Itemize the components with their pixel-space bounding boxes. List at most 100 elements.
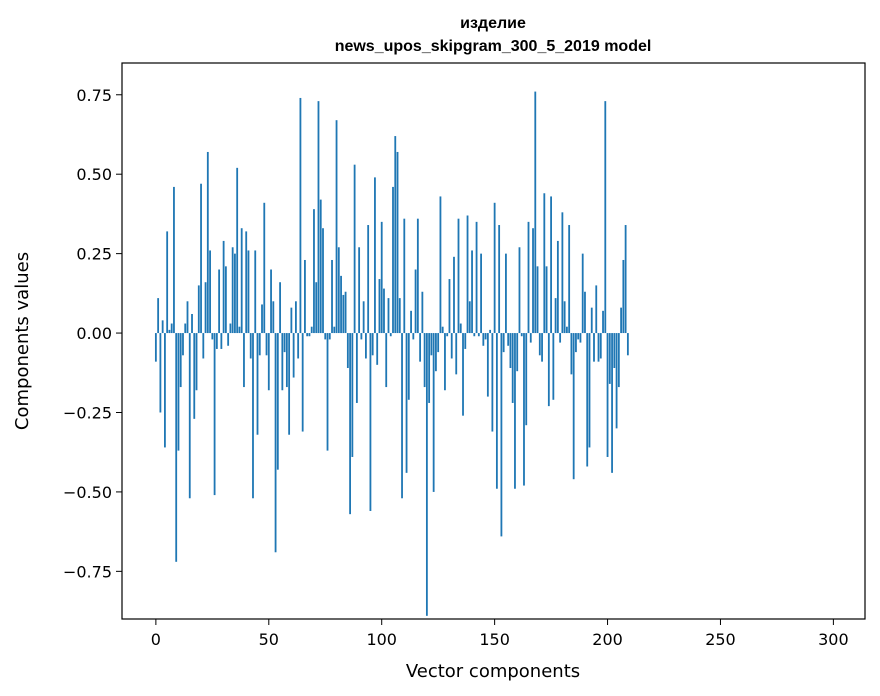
bar-205 — [617, 333, 620, 388]
bar-83 — [342, 294, 345, 334]
bar-156 — [507, 333, 510, 346]
bar-173 — [545, 266, 548, 334]
bar-63 — [297, 333, 300, 359]
bar-113 — [410, 310, 412, 334]
bar-96 — [371, 333, 374, 356]
bar-70 — [313, 209, 315, 334]
bar-102 — [385, 333, 388, 388]
bar-14 — [186, 301, 189, 334]
bar-131 — [450, 333, 453, 359]
bar-80 — [335, 120, 338, 334]
x-tick-label: 200 — [592, 630, 623, 649]
y-tick-label: −0.75 — [63, 562, 112, 581]
bar-167 — [532, 228, 534, 334]
bar-199 — [604, 101, 607, 334]
bar-118 — [421, 291, 424, 334]
bar-185 — [572, 333, 575, 480]
bar-165 — [527, 221, 530, 334]
bar-19 — [197, 285, 200, 334]
bar-186 — [575, 333, 577, 353]
bar-126 — [439, 196, 442, 334]
bar-57 — [283, 333, 286, 353]
bar-204 — [615, 333, 618, 429]
bar-66 — [304, 259, 306, 334]
bar-194 — [593, 333, 595, 362]
bar-62 — [294, 301, 297, 334]
bar-39 — [243, 333, 245, 388]
bar-87 — [351, 333, 354, 457]
bar-122 — [430, 333, 433, 356]
x-axis-ticks: 0 50 100 150 200 250 300 — [151, 619, 849, 649]
bar-160 — [516, 333, 519, 372]
bar-2 — [159, 333, 162, 413]
bar-187 — [577, 333, 580, 340]
bar-26 — [213, 333, 216, 496]
bar-68 — [308, 333, 311, 337]
bar-67 — [306, 333, 309, 337]
bar-135 — [459, 323, 462, 334]
bar-23 — [206, 151, 209, 334]
bar-182 — [565, 326, 568, 334]
bar-166 — [529, 333, 532, 343]
bar-189 — [581, 253, 584, 334]
bar-52 — [272, 301, 275, 334]
bar-107 — [396, 151, 399, 334]
bar-197 — [599, 333, 602, 359]
bar-170 — [538, 333, 541, 356]
bar-84 — [344, 291, 347, 334]
bar-192 — [588, 333, 591, 448]
bar-64 — [299, 97, 302, 334]
bar-134 — [457, 218, 460, 334]
bar-155 — [505, 253, 507, 334]
bar-42 — [249, 333, 252, 359]
bar-188 — [579, 333, 582, 343]
bar-106 — [394, 136, 397, 334]
bar-46 — [258, 333, 261, 356]
bar-27 — [215, 333, 218, 349]
bar-95 — [369, 333, 372, 511]
bar-45 — [256, 333, 259, 435]
bar-31 — [224, 266, 227, 334]
bar-121 — [428, 333, 431, 403]
bar-147 — [486, 333, 489, 397]
x-axis-label: Vector components — [406, 661, 580, 682]
bar-159 — [514, 333, 516, 489]
chart-title-line1: изделие — [460, 15, 526, 32]
bar-37 — [238, 326, 241, 334]
bar-141 — [473, 333, 476, 337]
bar-7 — [170, 323, 173, 334]
bar-77 — [328, 333, 331, 340]
bar-60 — [290, 307, 293, 334]
bar-200 — [606, 333, 609, 457]
bar-32 — [227, 333, 230, 346]
bar-114 — [412, 333, 415, 340]
y-tick-label: −0.25 — [63, 403, 112, 422]
bar-97 — [374, 177, 376, 334]
bar-93 — [365, 333, 367, 359]
bar-123 — [432, 333, 435, 492]
bar-175 — [550, 196, 552, 334]
bar-190 — [584, 291, 586, 334]
bar-75 — [324, 333, 327, 340]
bar-110 — [403, 218, 406, 334]
bar-163 — [523, 333, 525, 486]
bar-8 — [173, 186, 175, 334]
bar-117 — [419, 333, 422, 362]
bar-209 — [626, 333, 629, 356]
bar-17 — [193, 333, 196, 419]
y-axis-ticks: −0.75 −0.50 −0.25 0.00 0.25 0.50 0.75 — [63, 86, 122, 581]
bar-65 — [301, 333, 304, 432]
bar-128 — [444, 333, 446, 391]
bar-124 — [435, 333, 437, 372]
bar-136 — [462, 333, 464, 416]
bar-142 — [475, 221, 478, 334]
bar-88 — [353, 164, 356, 334]
bar-21 — [202, 333, 205, 359]
bar-145 — [482, 333, 485, 346]
bar-15 — [188, 333, 191, 499]
bar-149 — [491, 333, 494, 432]
x-tick-label: 150 — [479, 630, 510, 649]
bar-184 — [570, 333, 573, 375]
bar-171 — [541, 333, 543, 362]
bar-89 — [355, 333, 358, 403]
